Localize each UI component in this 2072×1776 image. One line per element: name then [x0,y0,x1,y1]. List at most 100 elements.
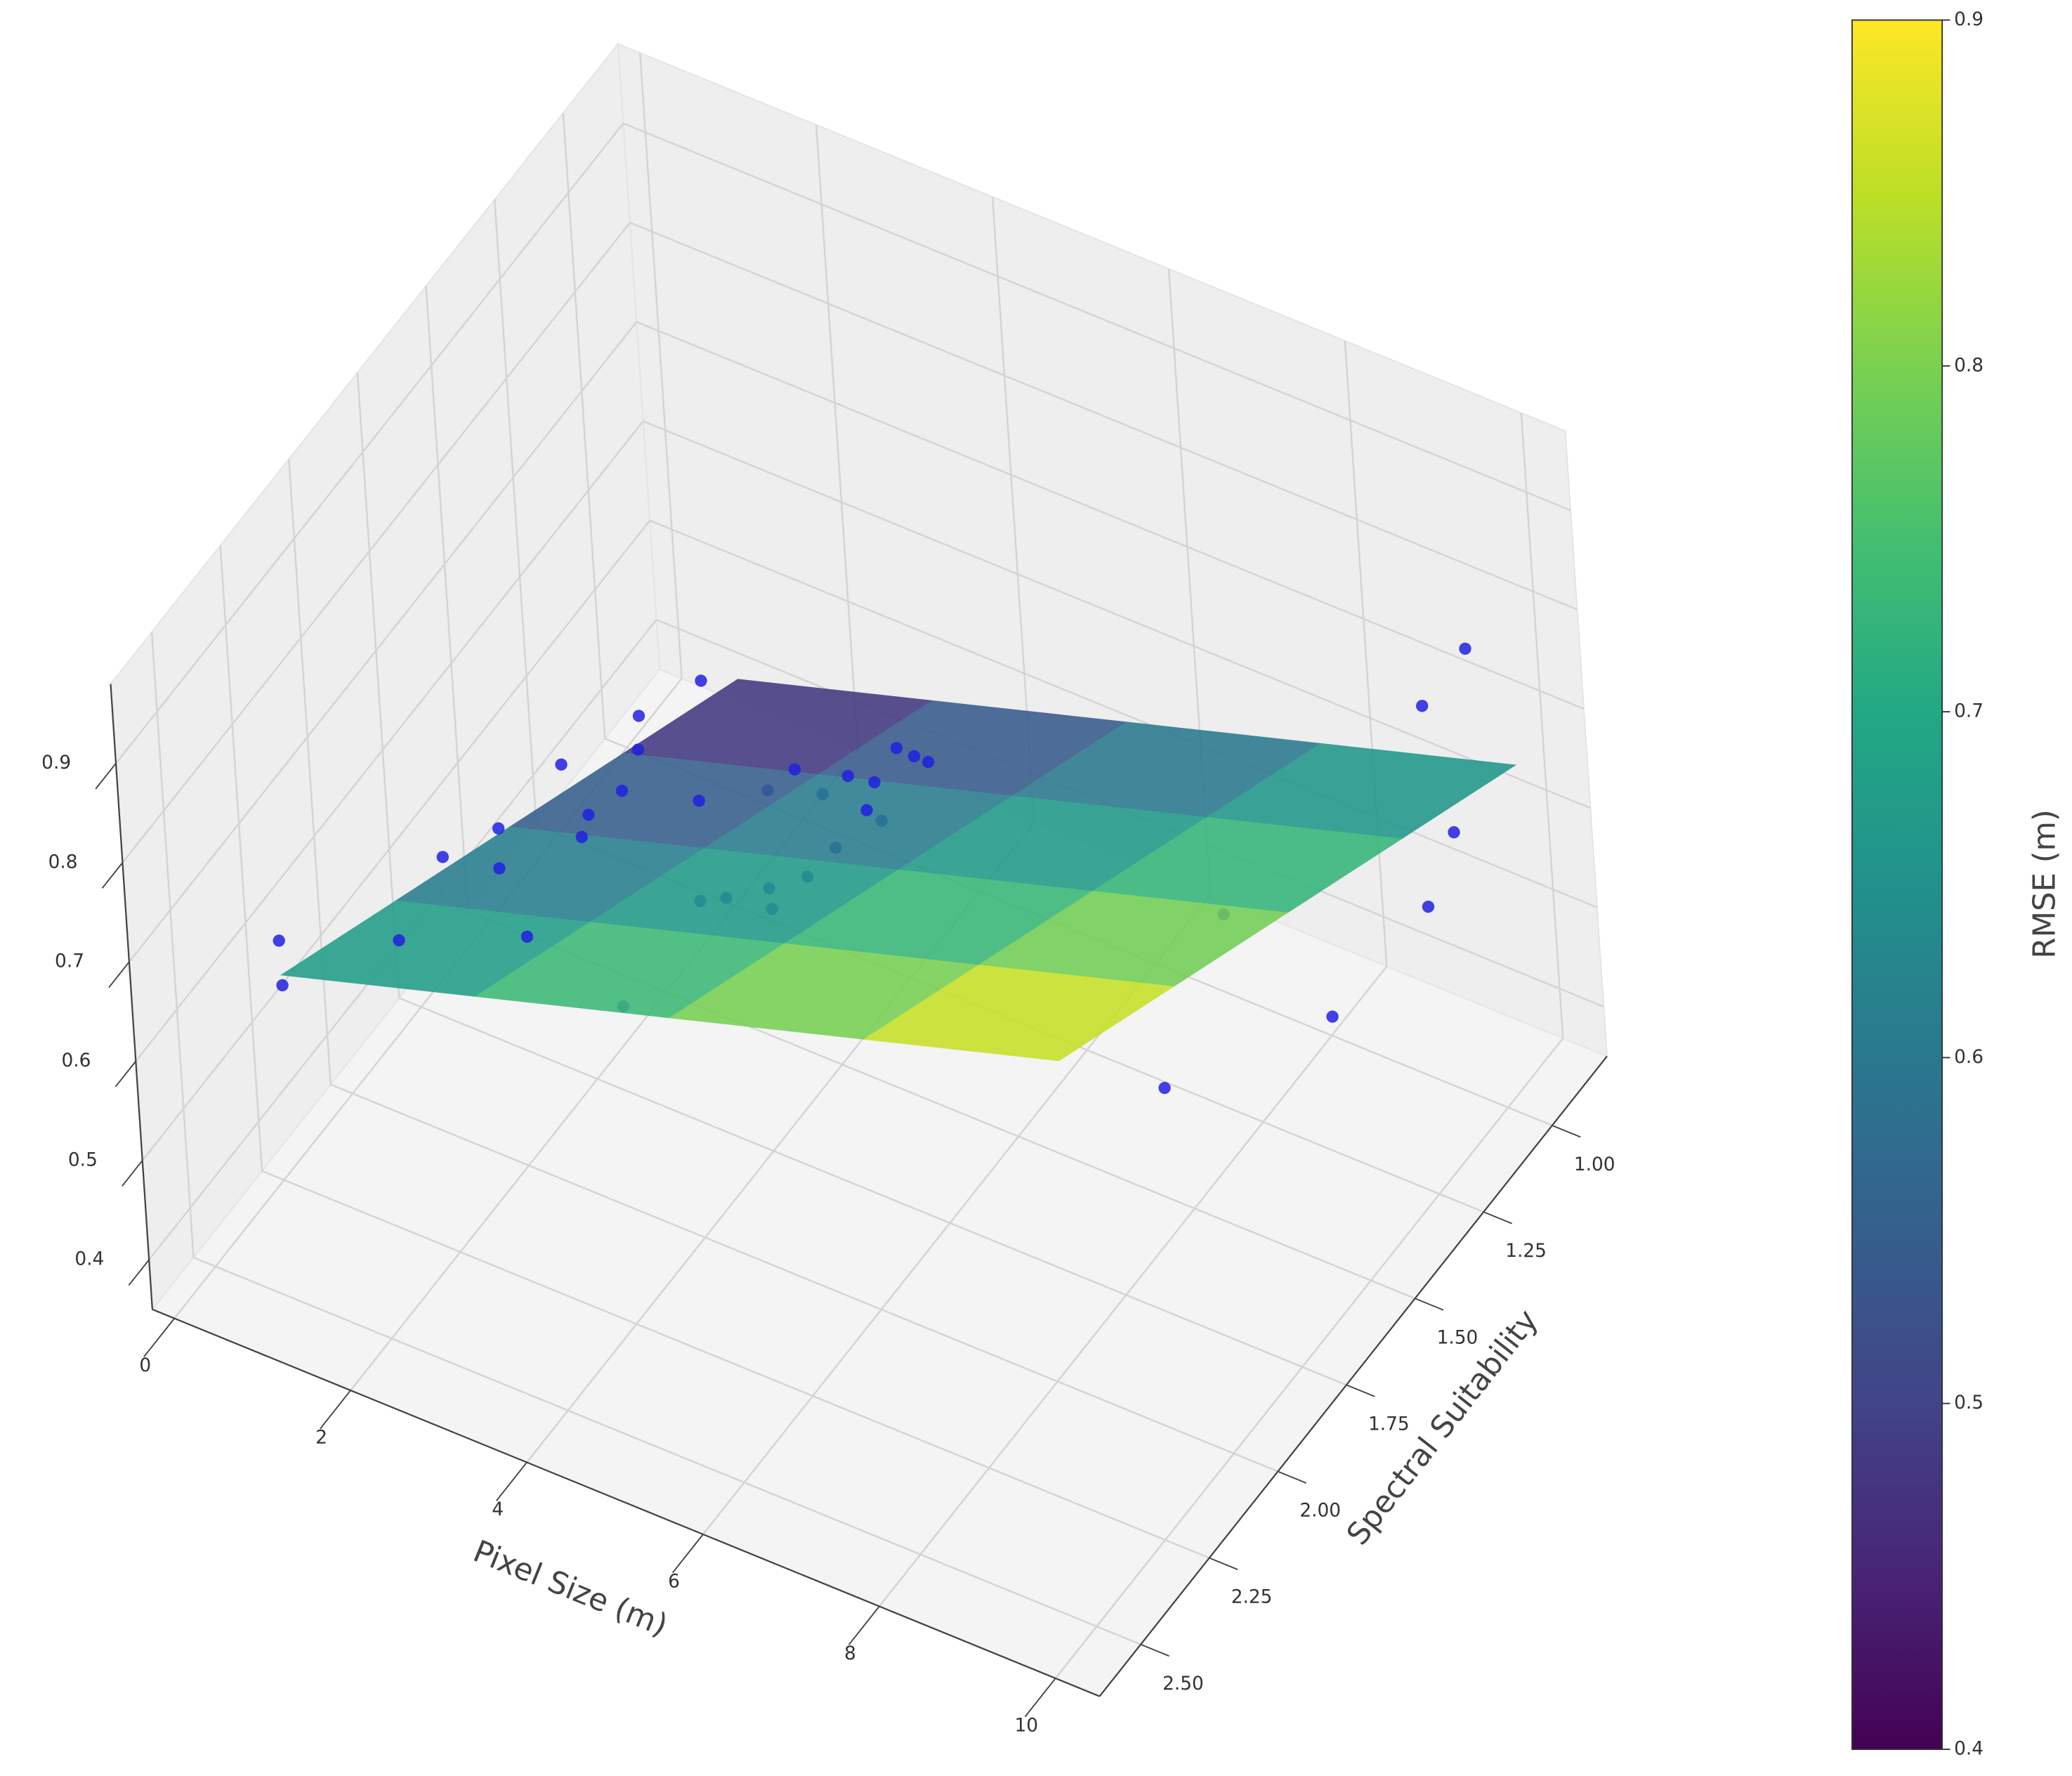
data-point [695,674,707,687]
grid-line [425,286,469,912]
grid-line [1520,412,1564,1039]
data-point [632,710,645,722]
colorbar-scale [1851,19,1943,1750]
y-tick-label: 1.25 [1505,1240,1547,1262]
z-tick-label: 0.8 [48,851,78,873]
data-point [493,862,506,875]
data-point [615,785,629,797]
grid-line [643,420,1591,809]
data-point [273,934,285,947]
grid-line [330,1083,1278,1473]
x-tick [143,1318,176,1357]
x-tick-label: 0 [139,1354,151,1376]
data-point [582,809,595,821]
grid-line [622,122,1571,511]
data-point [1422,900,1435,913]
y-tick [1140,1643,1169,1657]
data-point [1459,642,1471,655]
grid-line [356,372,400,998]
grid-line [219,545,263,1171]
y-tick [1209,1557,1238,1570]
surface [280,679,1517,1062]
points [273,642,1471,992]
data-point [922,755,935,769]
y-tick-label: 1.00 [1574,1154,1615,1175]
grid-line [135,420,644,1062]
x-tick [320,1390,351,1430]
grid-line [878,965,1388,1607]
data-point [631,743,645,756]
colorbar-tick-label: 0.7 [1954,700,1984,722]
x-axis-label: Pixel Size (m) [468,1534,672,1643]
y-tick [1552,1125,1581,1138]
grid-line [1054,1038,1564,1679]
data-point [1448,826,1460,839]
x-tick [1024,1678,1056,1718]
surface-patch [863,965,1175,1062]
z-tick [114,1060,137,1088]
colorbar-tick-label: 0.6 [1954,1046,1984,1068]
z-tick [101,862,124,889]
colorbar-label: RMSE (m) [2028,809,2063,958]
y-tick-label: 1.50 [1437,1326,1478,1348]
x-tick [848,1605,880,1645]
z-tick [95,762,117,790]
data-point [555,758,568,771]
data-point [841,769,854,783]
y-tick-label: 1.75 [1368,1413,1410,1435]
y-tick [1346,1384,1375,1397]
z-tick [108,961,130,988]
x-tick-label: 8 [844,1643,856,1664]
y-axis [1099,1055,1608,1697]
y-tick-label: 2.50 [1162,1673,1204,1695]
data-point [1158,1081,1171,1095]
y-tick [1415,1298,1444,1311]
z-tick-label: 0.9 [41,752,71,773]
grid-line [398,997,1347,1386]
z-tick [128,1259,150,1286]
grid-line [493,200,537,825]
data-point [890,742,903,755]
data-point [393,934,405,947]
y-tick-label: 2.00 [1299,1500,1341,1522]
z-tick-label: 0.6 [61,1050,91,1071]
z-tick [122,1160,143,1187]
data-point [276,979,289,992]
data-point [868,776,881,789]
grid-line [128,321,638,962]
grid-line [261,1170,1210,1559]
grid-line [150,632,195,1258]
x-tick [671,1534,704,1574]
y-tick [1278,1470,1307,1484]
data-point [693,795,705,807]
data-point [1416,700,1429,712]
z-axis [110,684,154,1310]
grid-line [562,112,606,739]
z-tick-label: 0.4 [74,1248,104,1270]
data-point [520,930,534,943]
grid-line [288,459,332,1085]
colorbar: RMSE (m) 0.4 0.5 0.6 0.7 0.8 0.9 [1851,8,2063,1760]
grid-line [649,519,1598,908]
colorbar-tick-label: 0.5 [1954,1392,1984,1413]
grid-line [141,520,651,1161]
y-tick-label: 2.25 [1231,1586,1273,1608]
grid-line [636,321,1585,710]
x-tick-label: 10 [1015,1714,1039,1736]
x-tick-label: 4 [492,1498,504,1520]
data-point [907,750,921,763]
x-tick-label: 2 [315,1426,327,1448]
grid-line [1344,341,1388,967]
grid-line [815,124,859,751]
x-axis [152,1308,1100,1697]
y-tick [1483,1211,1513,1225]
axes: 0 2 4 6 8 10 1.00 1.25 1.50 1.75 2.00 2.25 2.50 0.4 0.… [41,684,1615,1736]
data-point [860,804,873,816]
colorbar-tick-label: 0.8 [1954,354,1984,376]
z-tick-label: 0.5 [68,1149,98,1170]
grid-line [122,222,631,863]
colorbar-tick-label: 0.9 [1954,8,1984,30]
data-point [788,763,801,776]
grid-line [115,122,624,764]
